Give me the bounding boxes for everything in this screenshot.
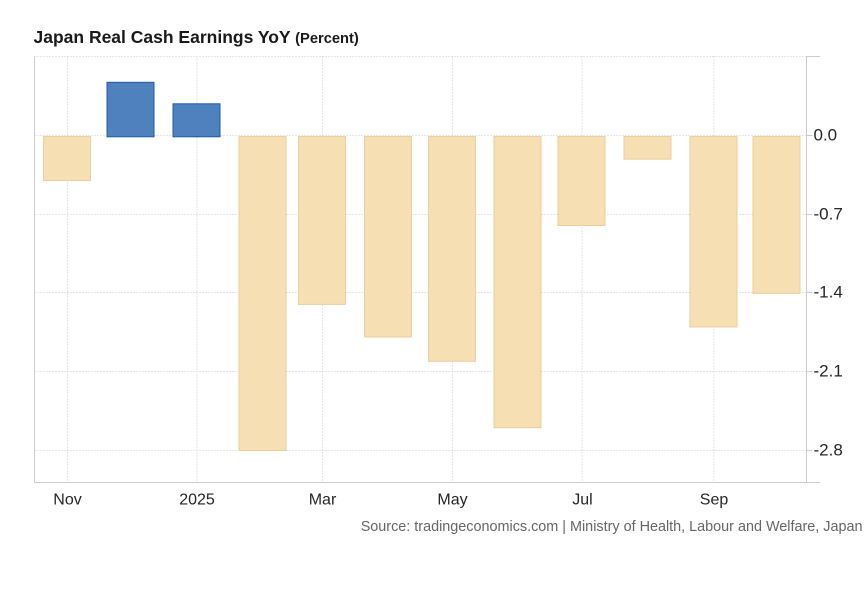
svg-text:Nov: Nov bbox=[53, 492, 81, 509]
svg-text:Sep: Sep bbox=[700, 492, 729, 509]
svg-text:0.0: 0.0 bbox=[814, 125, 838, 144]
svg-text:Japan Real Cash Earnings YoY (: Japan Real Cash Earnings YoY (Percent) bbox=[34, 27, 359, 47]
svg-text:Mar: Mar bbox=[309, 492, 337, 509]
svg-text:-2.1: -2.1 bbox=[814, 361, 843, 380]
svg-text:2025: 2025 bbox=[179, 492, 215, 509]
svg-text:-2.8: -2.8 bbox=[814, 440, 843, 459]
svg-text:-0.7: -0.7 bbox=[814, 204, 843, 223]
svg-text:Jul: Jul bbox=[572, 492, 592, 509]
svg-text:Source: tradingeconomics.com |: Source: tradingeconomics.com | Ministry … bbox=[361, 519, 863, 535]
svg-text:-1.4: -1.4 bbox=[814, 282, 843, 301]
svg-text:May: May bbox=[437, 492, 467, 509]
